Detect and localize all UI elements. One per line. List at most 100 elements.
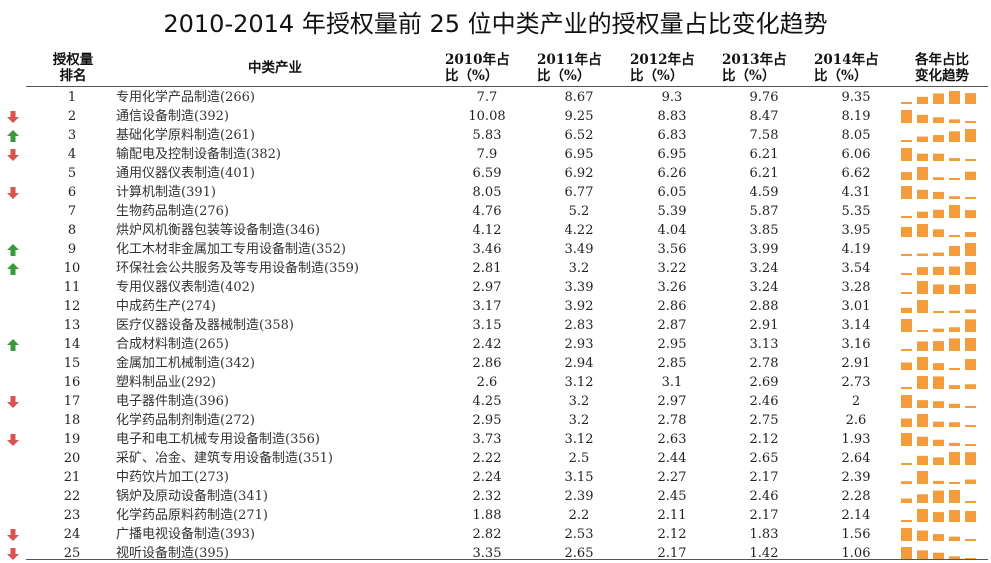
value-cell-2012: 3.56 (657, 242, 687, 257)
value-cell-2012: 2.17 (657, 546, 687, 561)
value-cell-2014: 2.64 (841, 451, 871, 466)
sparkline-bar (933, 252, 944, 256)
header-rank-line2: 排名 (59, 68, 87, 84)
sparkline (899, 107, 985, 126)
rank-cell: 23 (63, 508, 81, 523)
value-cell-2013: 2.78 (749, 356, 779, 371)
industry-name-cell: 采矿、冶金、建筑专用设备制造(351) (116, 451, 333, 466)
value-cell-2012: 9.3 (661, 90, 683, 105)
value-cell-2011: 6.52 (564, 128, 594, 143)
sparkline (899, 259, 985, 278)
sparkline-bar (965, 319, 976, 332)
header-2010-line2: 比（%） (445, 68, 499, 84)
sparkline-bar (933, 191, 944, 199)
value-cell-2014: 6.62 (841, 166, 871, 181)
sparkline-bar (917, 455, 928, 465)
value-cell-2011: 2.39 (564, 489, 594, 504)
value-cell-2011: 4.22 (564, 223, 594, 238)
value-cell-2010: 3.15 (472, 318, 502, 333)
sparkline-bar (965, 479, 976, 484)
sparkline (899, 335, 985, 354)
value-cell-2013: 2.17 (749, 508, 779, 523)
value-cell-2010: 2.81 (472, 261, 502, 276)
table-row: 20 采矿、冶金、建筑专用设备制造(351) 2.22 2.5 2.44 2.65 2.64 (0, 449, 991, 468)
rank-cell: 6 (67, 185, 77, 200)
page-title: 2010-2014 年授权量前 25 位中类产业的授权量占比变化趋势 (163, 10, 828, 38)
value-cell-2012: 8.83 (657, 109, 687, 124)
table-row: 2 通信设备制造(392) 10.08 9.25 8.83 8.47 8.19 (0, 107, 991, 126)
value-cell-2011: 5.2 (568, 204, 590, 219)
value-cell-2014: 3.14 (841, 318, 871, 333)
industry-name-cell: 医疗仪器设备及器械制造(358) (116, 318, 294, 333)
header-2011-line2: 比（%） (537, 68, 591, 84)
value-cell-2012: 2.27 (657, 470, 687, 485)
value-cell-2012: 3.22 (657, 261, 687, 276)
sparkline-bar (901, 216, 912, 218)
sparkline-bar (917, 224, 928, 237)
industry-name-cell: 电子器件制造(396) (116, 394, 229, 409)
sparkline-bar (901, 254, 912, 256)
rank-cell: 15 (63, 356, 81, 371)
sparkline-bar (917, 267, 928, 275)
value-cell-2014: 2.6 (845, 413, 867, 428)
sparkline-bar (949, 91, 960, 104)
value-cell-2012: 2.63 (657, 432, 687, 447)
value-cell-2013: 7.58 (749, 128, 779, 143)
value-cell-2014: 4.19 (841, 242, 871, 257)
sparkline (899, 88, 985, 107)
header-2011: 2011年占 比（%） (537, 52, 621, 84)
sparkline (899, 221, 985, 240)
industry-name-cell: 计算机制造(391) (116, 185, 216, 200)
value-cell-2010: 2.6 (476, 375, 498, 390)
sparkline-bar (949, 510, 960, 522)
sparkline-bar (933, 341, 944, 351)
sparkline-bar (949, 246, 960, 256)
sparkline-bar (965, 93, 976, 104)
sparkline-bar (901, 463, 912, 465)
value-cell-2012: 2.78 (657, 413, 687, 428)
sparkline (899, 297, 985, 316)
header-2011-line1: 2011年占 (537, 52, 602, 68)
sparkline-bar (965, 444, 976, 446)
rank-cell: 4 (67, 147, 77, 162)
value-cell-2011: 2.93 (564, 337, 594, 352)
sparkline-bar (933, 421, 944, 427)
value-cell-2014: 3.95 (841, 223, 871, 238)
value-cell-2013: 1.83 (749, 527, 779, 542)
value-cell-2013: 2.17 (749, 470, 779, 485)
sparkline-bar (965, 384, 976, 389)
value-cell-2011: 9.25 (564, 109, 594, 124)
sparkline-bar (949, 452, 960, 465)
value-cell-2014: 6.06 (841, 147, 871, 162)
table-row: 3 基础化学原料制造(261) 5.83 6.52 6.83 7.58 8.05 (0, 126, 991, 145)
sparkline-bar (933, 376, 944, 389)
value-cell-2010: 2.86 (472, 356, 502, 371)
sparkline-bar (901, 395, 912, 408)
sparkline-bar (965, 159, 976, 161)
value-cell-2013: 5.87 (749, 204, 779, 219)
value-cell-2014: 3.01 (841, 299, 871, 314)
rank-cell: 2 (67, 109, 77, 124)
sparkline-bar (901, 481, 912, 484)
sparkline-bar (901, 547, 912, 560)
industry-name-cell: 电子和电工机械专用设备制造(356) (116, 432, 320, 447)
value-cell-2011: 6.92 (564, 166, 594, 181)
value-cell-2013: 9.76 (749, 90, 779, 105)
sparkline-bar (965, 129, 976, 142)
sparkline-bar (901, 226, 912, 237)
sparkline-bar (965, 425, 976, 427)
sparkline-bar (949, 403, 960, 408)
header-2013: 2013年占 比（%） (722, 52, 806, 84)
sparkline-bar (965, 501, 976, 503)
table-row: 18 化学药品制剂制造(272) 2.95 3.2 2.78 2.75 2.6 (0, 411, 991, 430)
sparkline-bar (901, 172, 912, 180)
sparkline-bar (901, 273, 912, 275)
header-2013-line2: 比（%） (722, 68, 776, 84)
sparkline-bar (949, 119, 960, 123)
sparkline-bar (933, 363, 944, 370)
arrow-up-icon (6, 126, 22, 145)
sparkline-bar (949, 385, 960, 389)
value-cell-2010: 3.35 (472, 546, 502, 561)
value-cell-2010: 4.25 (472, 394, 502, 409)
value-cell-2010: 3.46 (472, 242, 502, 257)
